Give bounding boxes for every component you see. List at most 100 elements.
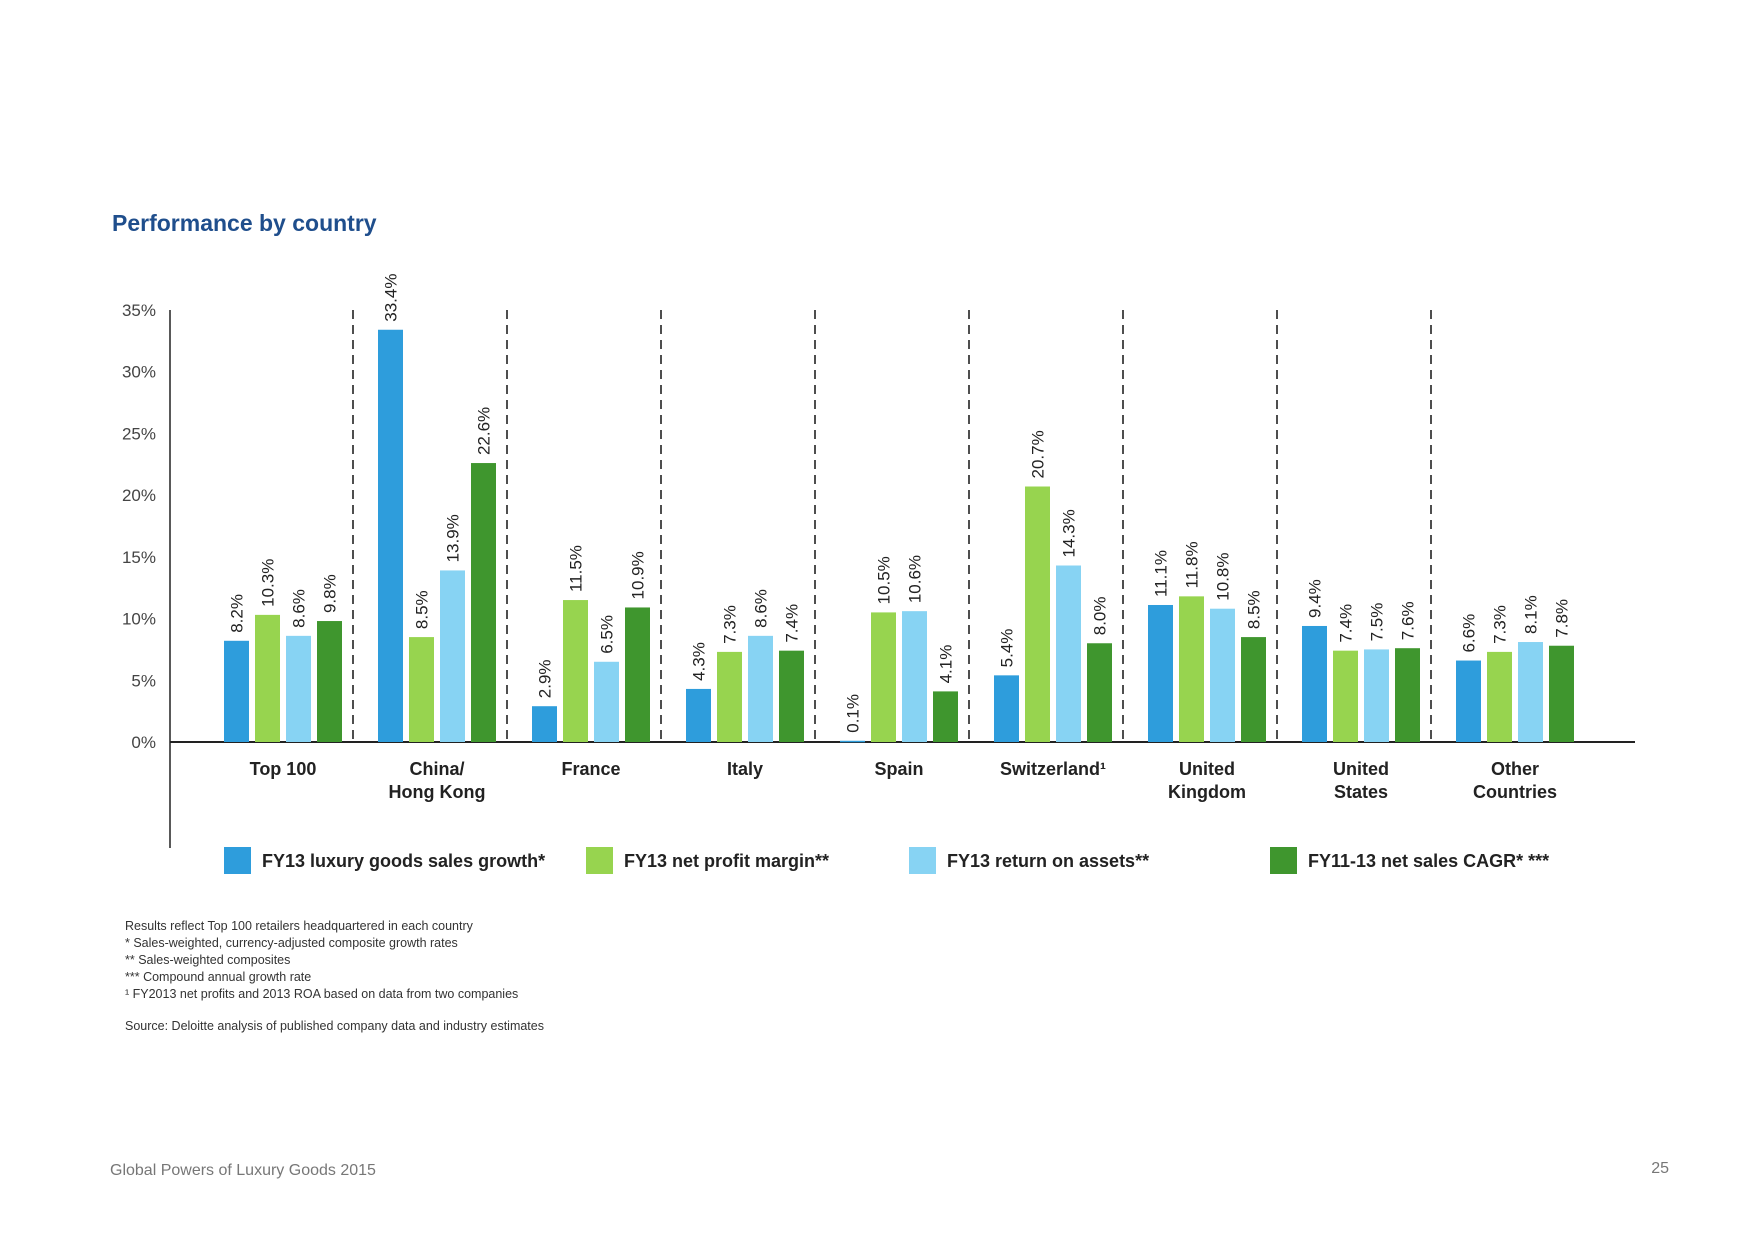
bar-value-label: 8.0% [1091, 597, 1110, 636]
bar [1148, 604, 1173, 742]
bar-value-label: 10.3% [259, 559, 278, 607]
category-label: Kingdom [1168, 782, 1246, 802]
bar-value-label: 4.3% [690, 642, 709, 681]
bar-value-label: 20.7% [1029, 430, 1048, 478]
bar-value-label: 5.4% [998, 629, 1017, 668]
bar [409, 637, 434, 742]
legend-label: FY13 return on assets** [947, 851, 1149, 871]
y-tick-label: 0% [131, 733, 156, 752]
bar-value-label: 10.8% [1214, 552, 1233, 600]
bar [1456, 660, 1481, 742]
bar [224, 640, 249, 742]
bar [1056, 565, 1081, 742]
bar [748, 635, 773, 742]
category-label: Italy [727, 759, 763, 779]
bar-value-label: 7.8% [1553, 599, 1572, 638]
bar [686, 688, 711, 742]
footnote-line: ** Sales-weighted composites [125, 953, 291, 967]
bar-value-label: 8.5% [1245, 590, 1264, 629]
bar [779, 650, 804, 742]
bar-value-label: 7.4% [1337, 604, 1356, 643]
legend-swatch [909, 847, 936, 874]
legend-swatch [224, 847, 251, 874]
bar [1241, 637, 1266, 742]
y-tick-label: 10% [122, 610, 156, 629]
bar [717, 651, 742, 742]
category-label: United [1179, 759, 1235, 779]
category-label: China/ [409, 759, 464, 779]
footnote-line: Results reflect Top 100 retailers headqu… [125, 919, 473, 933]
legend-swatch [1270, 847, 1297, 874]
bar [994, 675, 1019, 742]
footnote-line: * Sales-weighted, currency-adjusted comp… [125, 936, 458, 950]
category-label: Spain [874, 759, 923, 779]
bar [1487, 651, 1512, 742]
bar-value-label: 11.5% [567, 545, 586, 592]
footnote-line: ¹ FY2013 net profits and 2013 ROA based … [125, 987, 519, 1001]
y-tick-label: 15% [122, 548, 156, 567]
bar-value-label: 7.3% [721, 605, 740, 644]
chart-title: Performance by country [112, 210, 377, 236]
bar-value-label: 7.6% [1399, 601, 1418, 640]
y-tick-label: 20% [122, 486, 156, 505]
footer-title: Global Powers of Luxury Goods 2015 [110, 1162, 376, 1179]
bar-value-label: 6.5% [598, 615, 617, 654]
bar-value-label: 14.3% [1060, 509, 1079, 557]
bar-value-label: 7.5% [1368, 603, 1387, 642]
bar-value-label: 9.8% [321, 574, 340, 613]
bar [1333, 650, 1358, 742]
y-tick-label: 30% [122, 363, 156, 382]
bar [625, 607, 650, 742]
bar [1395, 648, 1420, 742]
bar-value-label: 10.9% [629, 551, 648, 599]
source-note: Source: Deloitte analysis of published c… [125, 1019, 544, 1033]
bar-value-label: 11.1% [1152, 550, 1171, 597]
category-label: United [1333, 759, 1389, 779]
legend-swatch [586, 847, 613, 874]
bar [1549, 645, 1574, 742]
category-label: States [1334, 782, 1388, 802]
bar-value-label: 33.4% [382, 274, 401, 322]
bar-value-label: 8.6% [290, 589, 309, 628]
bar [471, 463, 496, 742]
bar [286, 635, 311, 742]
footnotes: Results reflect Top 100 retailers headqu… [125, 918, 544, 1035]
y-tick-label: 25% [122, 424, 156, 443]
bar [1302, 625, 1327, 742]
bar [563, 600, 588, 742]
category-label: Hong Kong [389, 782, 486, 802]
bar [1210, 608, 1235, 742]
bar-value-label: 2.9% [536, 659, 555, 698]
legend-label: FY13 luxury goods sales growth* [262, 851, 545, 871]
bar [255, 614, 280, 742]
bar [1025, 486, 1050, 742]
category-label: Top 100 [250, 759, 317, 779]
bar-value-label: 6.6% [1460, 614, 1479, 653]
bar-value-label: 11.8% [1183, 541, 1202, 588]
category-label: Countries [1473, 782, 1557, 802]
bar-value-label: 10.5% [875, 556, 894, 604]
bar [871, 612, 896, 742]
bar-value-label: 4.1% [937, 645, 956, 684]
bar-value-label: 8.1% [1522, 595, 1541, 634]
legend-label: FY13 net profit margin** [624, 851, 829, 871]
bar-value-label: 9.4% [1306, 579, 1325, 618]
bar [1179, 596, 1204, 742]
y-tick-label: 5% [131, 671, 156, 690]
category-label: Other [1491, 759, 1539, 779]
bar [1364, 649, 1389, 742]
bar-value-label: 7.4% [783, 604, 802, 643]
category-label: Switzerland¹ [1000, 759, 1106, 779]
bar [378, 329, 403, 742]
page-number: 25 [1651, 1160, 1669, 1177]
bar-value-label: 0.1% [844, 694, 863, 733]
y-tick-label: 35% [122, 301, 156, 320]
bar [1518, 642, 1543, 742]
bar [532, 706, 557, 742]
bar-value-label: 22.6% [475, 407, 494, 455]
bar [933, 691, 958, 742]
bar [1087, 643, 1112, 742]
bar-value-label: 7.3% [1491, 605, 1510, 644]
bar-value-label: 8.6% [752, 589, 771, 628]
